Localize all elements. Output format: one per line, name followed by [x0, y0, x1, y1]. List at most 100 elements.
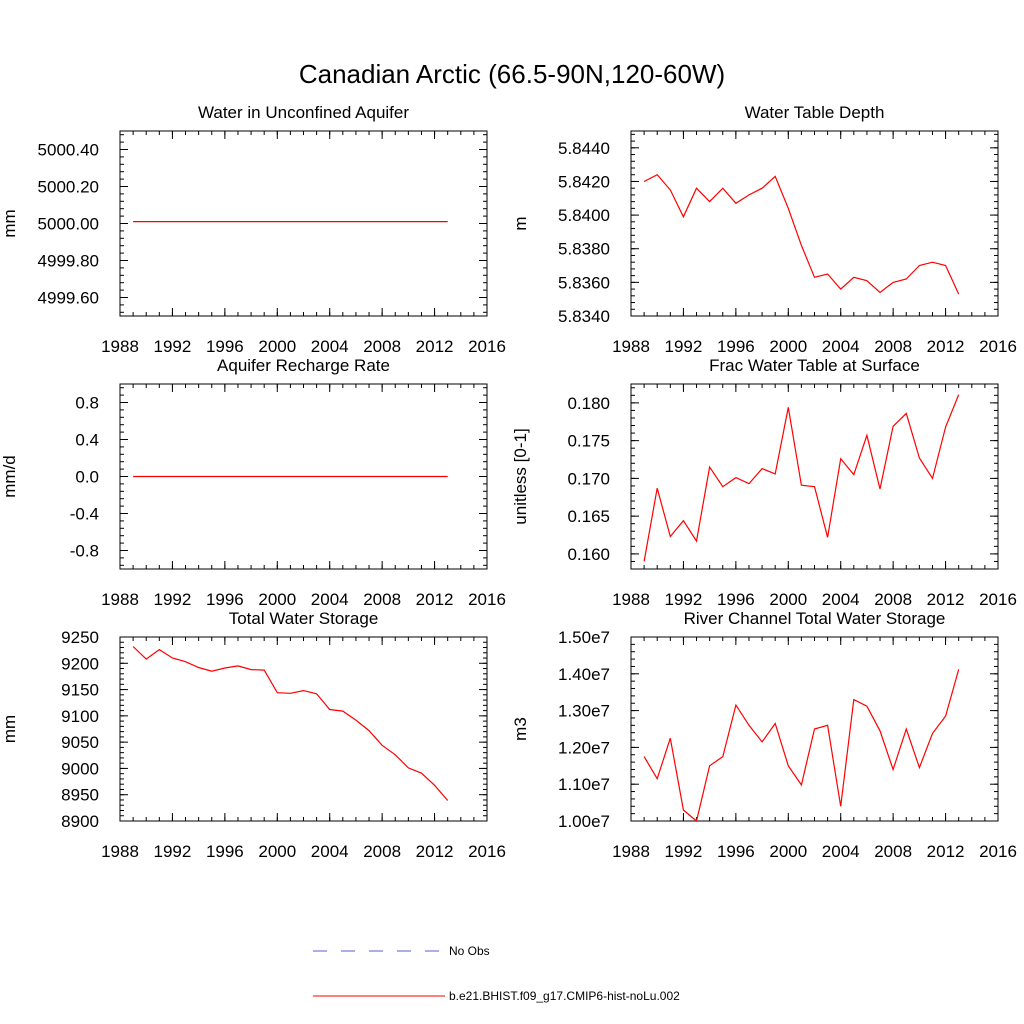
plot-frame	[630, 383, 999, 570]
subplot-title: Water in Unconfined Aquifer	[198, 103, 409, 122]
x-tick-label: 2000	[258, 590, 296, 609]
x-tick-label: 2012	[416, 842, 454, 861]
y-tick-label: 5.8400	[558, 206, 610, 225]
y-tick-label: 1.50e7	[558, 628, 610, 647]
x-tick-label: 1988	[101, 842, 139, 861]
x-tick-label: 1992	[665, 337, 703, 356]
y-tick-label: 5000.40	[38, 141, 99, 160]
subplot-title: Total Water Storage	[229, 609, 379, 628]
x-tick-label: 1992	[665, 590, 703, 609]
x-tick-label: 2008	[363, 337, 401, 356]
x-tick-label: 1992	[665, 842, 703, 861]
x-tick-label: 2016	[979, 842, 1017, 861]
chart-panels: Water in Unconfined Aquifer mm 1988 1992 199…	[0, 103, 1017, 861]
series-line	[132, 646, 449, 801]
x-tick-label: 2004	[822, 842, 860, 861]
x-tick-label: 1996	[717, 842, 755, 861]
y-tick-label: 0.160	[567, 545, 610, 564]
y-axis-label: unitless [0-1]	[511, 428, 530, 524]
chart-panel: Frac Water Table at Surface unitless [0-1…	[511, 356, 1017, 609]
x-tick-label: 2004	[311, 590, 349, 609]
plot-frame	[119, 130, 488, 317]
x-tick-label: 1996	[206, 337, 244, 356]
y-tick-label: 8900	[61, 812, 99, 831]
subplot-title: Aquifer Recharge Rate	[217, 356, 390, 375]
legend-label-model: b.e21.BHIST.f09_g17.CMIP6-hist-noLu.002	[449, 989, 680, 1003]
x-tick-label: 2004	[822, 337, 860, 356]
x-tick-label: 2012	[927, 590, 965, 609]
y-tick-label: -0.8	[70, 542, 99, 561]
y-tick-label: 5.8340	[558, 307, 610, 326]
series-line	[643, 669, 960, 823]
x-tick-label: 1988	[101, 337, 139, 356]
y-tick-label: 9000	[61, 759, 99, 778]
series-line	[643, 173, 960, 295]
x-tick-label: 2016	[979, 337, 1017, 356]
y-tick-label: 8950	[61, 786, 99, 805]
x-tick-label: 1988	[612, 590, 650, 609]
x-tick-label: 2000	[258, 842, 296, 861]
subplot-title: Water Table Depth	[745, 103, 885, 122]
y-tick-label: 1.30e7	[558, 702, 610, 721]
chart-panel: Water Table Depth m 1988 1992 1996 2000 2004 20…	[511, 103, 1017, 356]
x-tick-label: 2008	[874, 842, 912, 861]
subplot-title: Frac Water Table at Surface	[709, 356, 920, 375]
x-tick-label: 2008	[363, 590, 401, 609]
y-tick-label: 9200	[61, 654, 99, 673]
y-tick-label: 5000.00	[38, 215, 99, 234]
legend: No Obs b.e21.BHIST.f09_g17.CMIP6-hist-no…	[313, 944, 680, 1003]
y-tick-label: -0.4	[70, 505, 99, 524]
x-tick-label: 1992	[154, 842, 192, 861]
y-tick-label: 1.00e7	[558, 812, 610, 831]
x-tick-label: 2000	[769, 337, 807, 356]
x-tick-label: 1992	[154, 337, 192, 356]
y-axis-label: m	[511, 216, 530, 230]
x-tick-label: 2012	[416, 337, 454, 356]
y-tick-label: 0.165	[567, 507, 610, 526]
legend-label-no-obs: No Obs	[449, 944, 490, 958]
x-tick-label: 2008	[363, 842, 401, 861]
y-tick-label: 5000.20	[38, 178, 99, 197]
y-tick-label: 0.0	[75, 468, 99, 487]
y-tick-label: 0.4	[75, 431, 99, 450]
plot-frame	[119, 636, 488, 822]
x-tick-label: 2016	[468, 337, 506, 356]
subplot-title: River Channel Total Water Storage	[684, 609, 946, 628]
y-tick-label: 0.175	[567, 432, 610, 451]
x-tick-label: 2008	[874, 337, 912, 356]
y-axis-label: mm/d	[0, 455, 19, 498]
y-tick-label: 9050	[61, 733, 99, 752]
x-tick-label: 2012	[927, 842, 965, 861]
x-tick-label: 2016	[979, 590, 1017, 609]
figure-title: Canadian Arctic (66.5-90N,120-60W)	[299, 59, 725, 89]
y-axis-label: mm	[0, 715, 19, 743]
series-line	[643, 394, 960, 562]
x-tick-label: 1988	[612, 842, 650, 861]
x-tick-label: 2008	[874, 590, 912, 609]
x-tick-label: 1992	[154, 590, 192, 609]
x-tick-label: 2004	[822, 590, 860, 609]
y-tick-label: 0.180	[567, 394, 610, 413]
y-tick-label: 1.40e7	[558, 665, 610, 684]
y-tick-label: 0.170	[567, 469, 610, 488]
x-tick-label: 2016	[468, 590, 506, 609]
x-tick-label: 2004	[311, 842, 349, 861]
x-tick-label: 2000	[258, 337, 296, 356]
y-tick-label: 4999.80	[38, 252, 99, 271]
y-tick-label: 5.8360	[558, 273, 610, 292]
x-tick-label: 2016	[468, 842, 506, 861]
x-tick-label: 1996	[717, 337, 755, 356]
plot-frame	[630, 130, 999, 317]
chart-panel: Total Water Storage mm 1988 1992 1996 2000 200…	[0, 609, 506, 861]
y-tick-label: 9150	[61, 681, 99, 700]
y-tick-label: 1.20e7	[558, 738, 610, 757]
x-tick-label: 1996	[206, 590, 244, 609]
x-tick-label: 1996	[717, 590, 755, 609]
y-tick-label: 9100	[61, 707, 99, 726]
x-tick-label: 2012	[416, 590, 454, 609]
y-axis-label: mm	[0, 209, 19, 237]
x-tick-label: 2012	[927, 337, 965, 356]
x-tick-label: 2000	[769, 842, 807, 861]
